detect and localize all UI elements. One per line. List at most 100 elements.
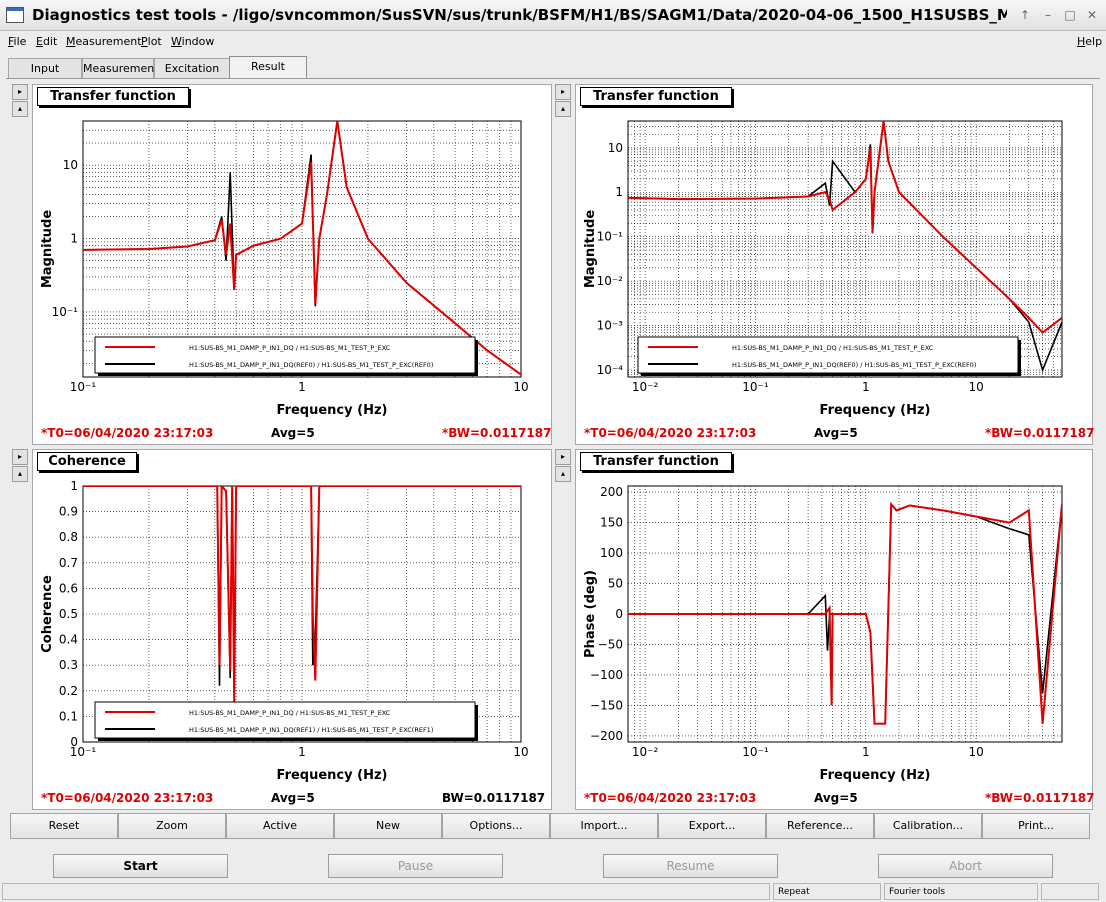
y-tick-label: 0.2 — [59, 684, 78, 698]
tab-input[interactable]: Input — [8, 58, 82, 79]
y-tick-label: 10⁻¹ — [597, 230, 624, 244]
menu-edit[interactable]: Edit — [36, 35, 58, 48]
plot-pad-2[interactable]: 10⁻² 10⁻¹ 1 10 10⁻⁴ 10⁻³ 10⁻² 10⁻¹ 1 10 Frequency … — [575, 84, 1093, 445]
y-axis-label: Magnitude — [40, 210, 55, 289]
y-tick-label: 10⁻¹ — [52, 305, 79, 319]
pad-footer-bw: BW=0.0117187 — [442, 791, 546, 805]
tab-result[interactable]: Result — [229, 56, 307, 79]
series-current-line — [628, 121, 1062, 334]
import-button[interactable]: Import... — [550, 813, 658, 839]
x-tick-label: 10⁻² — [632, 380, 659, 394]
y-tick-label: 10 — [608, 141, 623, 155]
y-tick-label: 1 — [615, 185, 623, 199]
pad-footer-avg: Avg=5 — [271, 791, 315, 805]
calibration-button[interactable]: Calibration... — [874, 813, 982, 839]
reset-button[interactable]: Reset — [10, 813, 118, 839]
plot-legend: H1:SUS-BS_M1_DAMP_P_IN1_DQ / H1:SUS-BS_M… — [637, 336, 1021, 376]
y-tick-label: 0 — [615, 607, 623, 621]
x-tick-label: 10⁻¹ — [70, 745, 97, 759]
plot-pad-4[interactable]: 10⁻² 10⁻¹ 1 10 −200 −150 −100 −50 0 50 100 150 200 Fr… — [575, 449, 1093, 810]
x-axis-label: Frequency (Hz) — [820, 403, 931, 418]
pad-collapse-button[interactable]: ▴ — [555, 101, 571, 117]
active-button[interactable]: Active — [226, 813, 334, 839]
reference-button[interactable]: Reference... — [766, 813, 874, 839]
pad-footer-avg: Avg=5 — [814, 426, 858, 440]
new-button[interactable]: New — [334, 813, 442, 839]
menu-measurement[interactable]: Measurement — [66, 35, 142, 48]
options-button[interactable]: Options... — [442, 813, 550, 839]
y-tick-label: 0.1 — [59, 709, 78, 723]
menu-plot[interactable]: Plot — [141, 35, 162, 48]
plot-button-row: Reset Zoom Active New Options... Import.… — [10, 813, 1092, 839]
abort-button[interactable]: Abort — [878, 854, 1053, 878]
resume-button[interactable]: Resume — [603, 854, 778, 878]
menu-bar: File Edit Measurement Plot Window Help — [0, 31, 1106, 53]
y-tick-label: 10⁻⁴ — [597, 363, 624, 377]
window-maximize-button[interactable]: □ — [1064, 8, 1076, 22]
export-button[interactable]: Export... — [658, 813, 766, 839]
legend-label: H1:SUS-BS_M1_DAMP_P_IN1_DQ / H1:SUS-BS_M… — [189, 709, 391, 717]
legend-label: H1:SUS-BS_M1_DAMP_P_IN1_DQ / H1:SUS-BS_M… — [189, 344, 391, 352]
pause-button[interactable]: Pause — [328, 854, 503, 878]
pad-footer-avg: Avg=5 — [814, 791, 858, 805]
menu-help[interactable]: Help — [1077, 35, 1103, 48]
status-message — [2, 883, 770, 900]
pad-footer-bw: *BW=0.0117187 — [985, 791, 1095, 805]
x-tick-label: 10⁻¹ — [70, 380, 97, 394]
tab-bar: Input Measurement Excitation Result — [0, 55, 1106, 79]
x-tick-label: 10 — [968, 745, 983, 759]
plot-pad-1[interactable]: 10⁻¹ 1 10 10⁻¹ 1 10 Frequency (Hz) Magnitude H1:… — [32, 84, 552, 445]
pad-collapse-button[interactable]: ▴ — [12, 101, 28, 117]
status-extra — [1041, 883, 1099, 900]
y-axis-label: Phase (deg) — [583, 570, 598, 658]
x-tick-label: 10 — [513, 380, 528, 394]
y-tick-label: 0.9 — [59, 505, 78, 519]
window-minimize-button[interactable]: – — [1045, 8, 1051, 22]
tab-measurement[interactable]: Measurement — [82, 58, 159, 79]
status-tools: Fourier tools — [884, 883, 1038, 900]
start-button[interactable]: Start — [53, 854, 228, 878]
y-tick-label: 0.6 — [59, 581, 78, 595]
x-tick-label: 1 — [862, 745, 870, 759]
legend-label: H1:SUS-BS_M1_DAMP_P_IN1_DQ(REF0) / H1:SU… — [189, 361, 433, 369]
plot-legend: H1:SUS-BS_M1_DAMP_P_IN1_DQ / H1:SUS-BS_M… — [94, 336, 478, 376]
zoom-button[interactable]: Zoom — [118, 813, 226, 839]
pad-footer-avg: Avg=5 — [271, 426, 315, 440]
y-tick-label: 0.7 — [59, 556, 78, 570]
plot-canvas: 10⁻¹ 1 10 0 0.1 0.2 0.3 0.4 0.5 0.6 0.7 0.8 0.9 1 Freq… — [40, 479, 529, 783]
window-up-button[interactable]: ↑ — [1019, 8, 1031, 22]
plot-pad-3[interactable]: 10⁻¹ 1 10 0 0.1 0.2 0.3 0.4 0.5 0.6 0.7 0.8 0.9 1 Freq… — [32, 449, 552, 810]
menu-window[interactable]: Window — [171, 35, 215, 48]
x-tick-label: 1 — [862, 380, 870, 394]
pad-title: Transfer function — [580, 87, 732, 106]
y-axis-label: Magnitude — [583, 210, 598, 289]
pad-expand-button[interactable]: ▸ — [12, 84, 28, 100]
plot-frame — [627, 120, 1063, 378]
pad-expand-button[interactable]: ▸ — [555, 449, 571, 465]
tab-excitation[interactable]: Excitation — [154, 58, 230, 79]
print-button[interactable]: Print... — [982, 813, 1090, 839]
y-tick-label: 1 — [70, 479, 78, 493]
pad-footer-t0: *T0=06/04/2020 23:17:03 — [41, 426, 214, 440]
x-tick-label: 10⁻¹ — [742, 380, 769, 394]
y-tick-label: −200 — [590, 729, 623, 743]
y-tick-label: 0 — [70, 735, 78, 749]
pad-footer-bw: *BW=0.0117187 — [985, 426, 1095, 440]
pad-expand-button[interactable]: ▸ — [12, 449, 28, 465]
pad-title: Transfer function — [37, 87, 189, 106]
status-repeat: Repeat — [773, 883, 881, 900]
plot-canvas: 10⁻² 10⁻¹ 1 10 10⁻⁴ 10⁻³ 10⁻² 10⁻¹ 1 10 Frequency … — [583, 120, 1063, 418]
window-close-button[interactable]: ✕ — [1086, 8, 1098, 22]
y-tick-label: 200 — [600, 485, 623, 499]
x-tick-label: 1 — [298, 745, 306, 759]
pad-collapse-button[interactable]: ▴ — [555, 466, 571, 482]
pad-expand-button[interactable]: ▸ — [555, 84, 571, 100]
y-tick-label: −50 — [598, 637, 623, 651]
x-axis-label: Frequency (Hz) — [820, 768, 931, 783]
pad-collapse-button[interactable]: ▴ — [12, 466, 28, 482]
menu-file[interactable]: File — [8, 35, 27, 48]
series-reference-line — [83, 486, 521, 696]
plot-canvas: 10⁻² 10⁻¹ 1 10 −200 −150 −100 −50 0 50 100 150 200 Fr… — [583, 485, 1063, 783]
y-tick-label: −100 — [590, 668, 623, 682]
y-tick-label: 0.5 — [59, 607, 78, 621]
